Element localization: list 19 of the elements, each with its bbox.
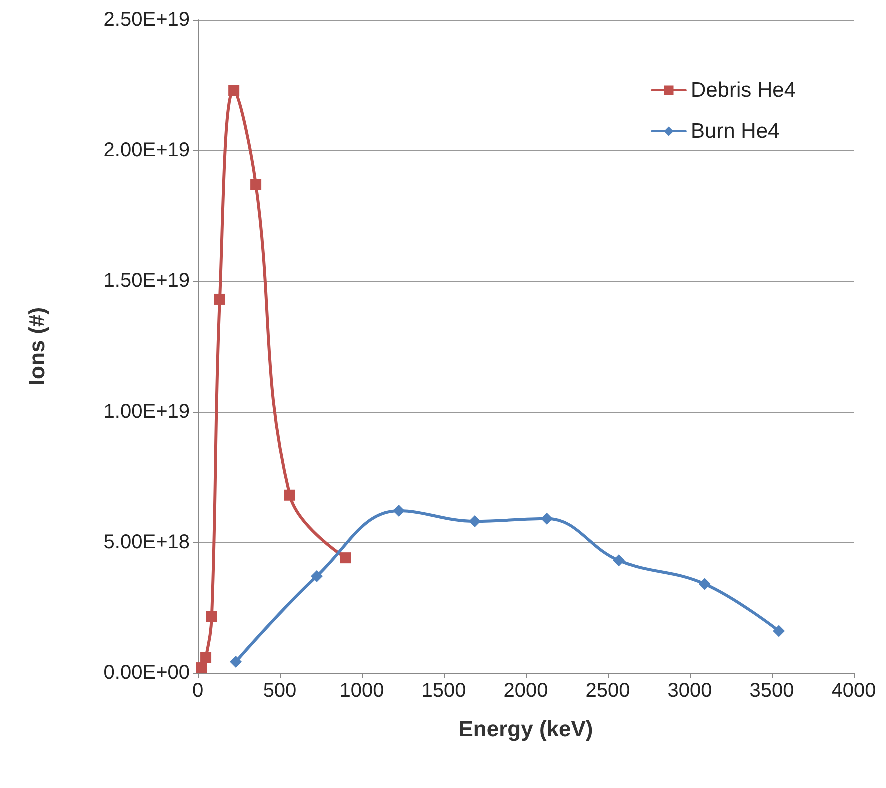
y-tick-label: 5.00E+18 [104,531,190,554]
x-tick-label: 2000 [504,680,548,702]
x-tick-label: 0 [192,680,204,702]
y-tick-label: 1.00E+19 [104,400,190,423]
x-tick-label: 3500 [750,680,794,702]
y-tick-label: 2.50E+19 [104,9,190,31]
x-tick-label: 4000 [832,680,876,702]
y-tick-label: 2.00E+19 [104,140,190,162]
y-axis-title: Ions (#) [24,307,50,386]
x-tick-label: 3000 [668,680,712,702]
y-tick-label: 0.00E+00 [104,662,190,684]
x-tick-label: 2500 [586,680,630,702]
x-axis-title: Energy (keV) [458,716,594,742]
legend-label: Debris He4 [690,79,796,102]
legend-label: Burn He4 [690,120,780,143]
x-tick-label: 1000 [340,680,384,702]
x-tick-label: 1500 [422,680,466,702]
y-tick-label: 1.50E+19 [104,270,190,292]
x-tick-label: 500 [263,680,297,702]
